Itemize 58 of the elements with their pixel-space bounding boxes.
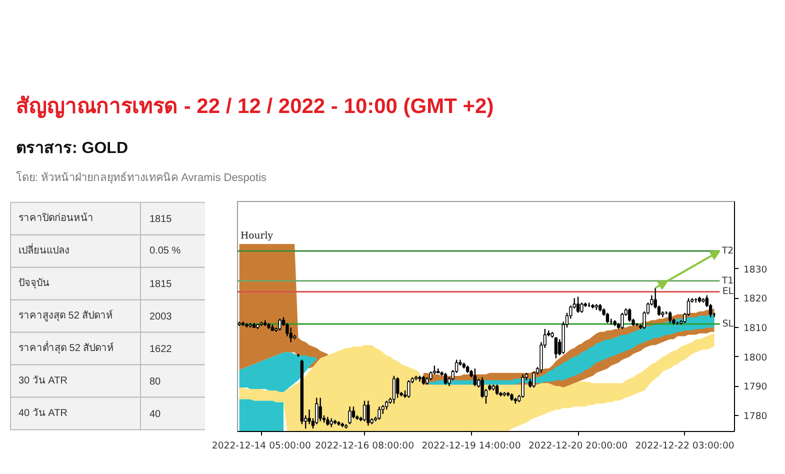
candlestick (554, 337, 558, 359)
candlestick (444, 372, 448, 386)
candlestick (318, 397, 322, 422)
category-label: เปลี่ยนแปลง (18, 242, 70, 257)
candlestick (668, 310, 672, 324)
candlestick (278, 318, 282, 332)
category-label: ราคาต่ำสุด 52 สัปดาห์ (18, 340, 114, 354)
candlestick (576, 296, 580, 314)
candlestick (289, 326, 292, 343)
data-label: 80 (150, 376, 162, 388)
category-label: ปัจจุบัน (18, 278, 50, 290)
candlestick (352, 406, 356, 419)
ref-line-label: SL (722, 318, 734, 330)
x-tick-label: 2022-12-20 20:00:00 (528, 440, 628, 452)
data-label: 1815 (150, 214, 172, 226)
text: ตราสาร: GOLD (16, 139, 129, 159)
candlestick (606, 312, 610, 324)
candlestick (521, 374, 524, 398)
y-tick-label: 1800 (744, 352, 768, 364)
x-tick-label: 2022-12-19 14:00:00 (422, 440, 521, 452)
x-tick-label: 2022-12-22 03:00:00 (635, 440, 734, 452)
candlestick (396, 376, 400, 398)
x-tick-label: 2022-12-14 05:00:00 (212, 440, 312, 452)
candlestick (362, 400, 366, 422)
ref-line-label: EL (722, 286, 734, 298)
annotation: Hourly (240, 230, 274, 242)
candlestick (407, 380, 410, 398)
candlestick (495, 384, 499, 396)
category-label: 40 วัน ATR (18, 408, 68, 420)
candlestick (473, 368, 477, 387)
candlestick (628, 308, 632, 322)
candlestick (366, 400, 370, 426)
candlestick (315, 397, 318, 425)
data-label: 2003 (150, 312, 172, 323)
candlestick (620, 312, 624, 330)
ref-line-label: T1 (720, 275, 734, 286)
x-tick-label: 2022-12-16 08:00:00 (314, 440, 414, 452)
candlestick (532, 370, 536, 388)
data-label: 40 (150, 409, 162, 420)
y-tick-label: 1820 (744, 294, 768, 305)
y-tick-label: 1780 (744, 410, 768, 422)
candlestick (348, 406, 352, 425)
y-tick-label: 1810 (744, 322, 768, 334)
text: สัญญาณการเทรด - 22 / 12 / 2022 - 10:00 (GMT +2) (16, 94, 494, 120)
y-tick-label: 1830 (744, 264, 768, 276)
category-label: 30 วัน ATR (18, 376, 68, 387)
data-label: 1815 (150, 279, 172, 290)
candlestick (392, 375, 396, 404)
candlestick (580, 302, 584, 314)
data-label: 0.05 % (150, 246, 181, 257)
data-label: 1622 (150, 344, 172, 356)
candlestick (378, 406, 381, 420)
y-tick-label: 1790 (744, 382, 768, 393)
candlestick (308, 408, 311, 425)
text: โดย: หัวหน้าฝ่ายกลยุทธ์ทางเทคนิค Avramis Despotis (16, 170, 268, 186)
category-label: ราคาปิดก่อนหน้า (18, 212, 94, 224)
ref-line-label: T2 (720, 246, 734, 257)
category-label: ราคาสูงสุด 52 สัปดาห์ (18, 310, 114, 322)
